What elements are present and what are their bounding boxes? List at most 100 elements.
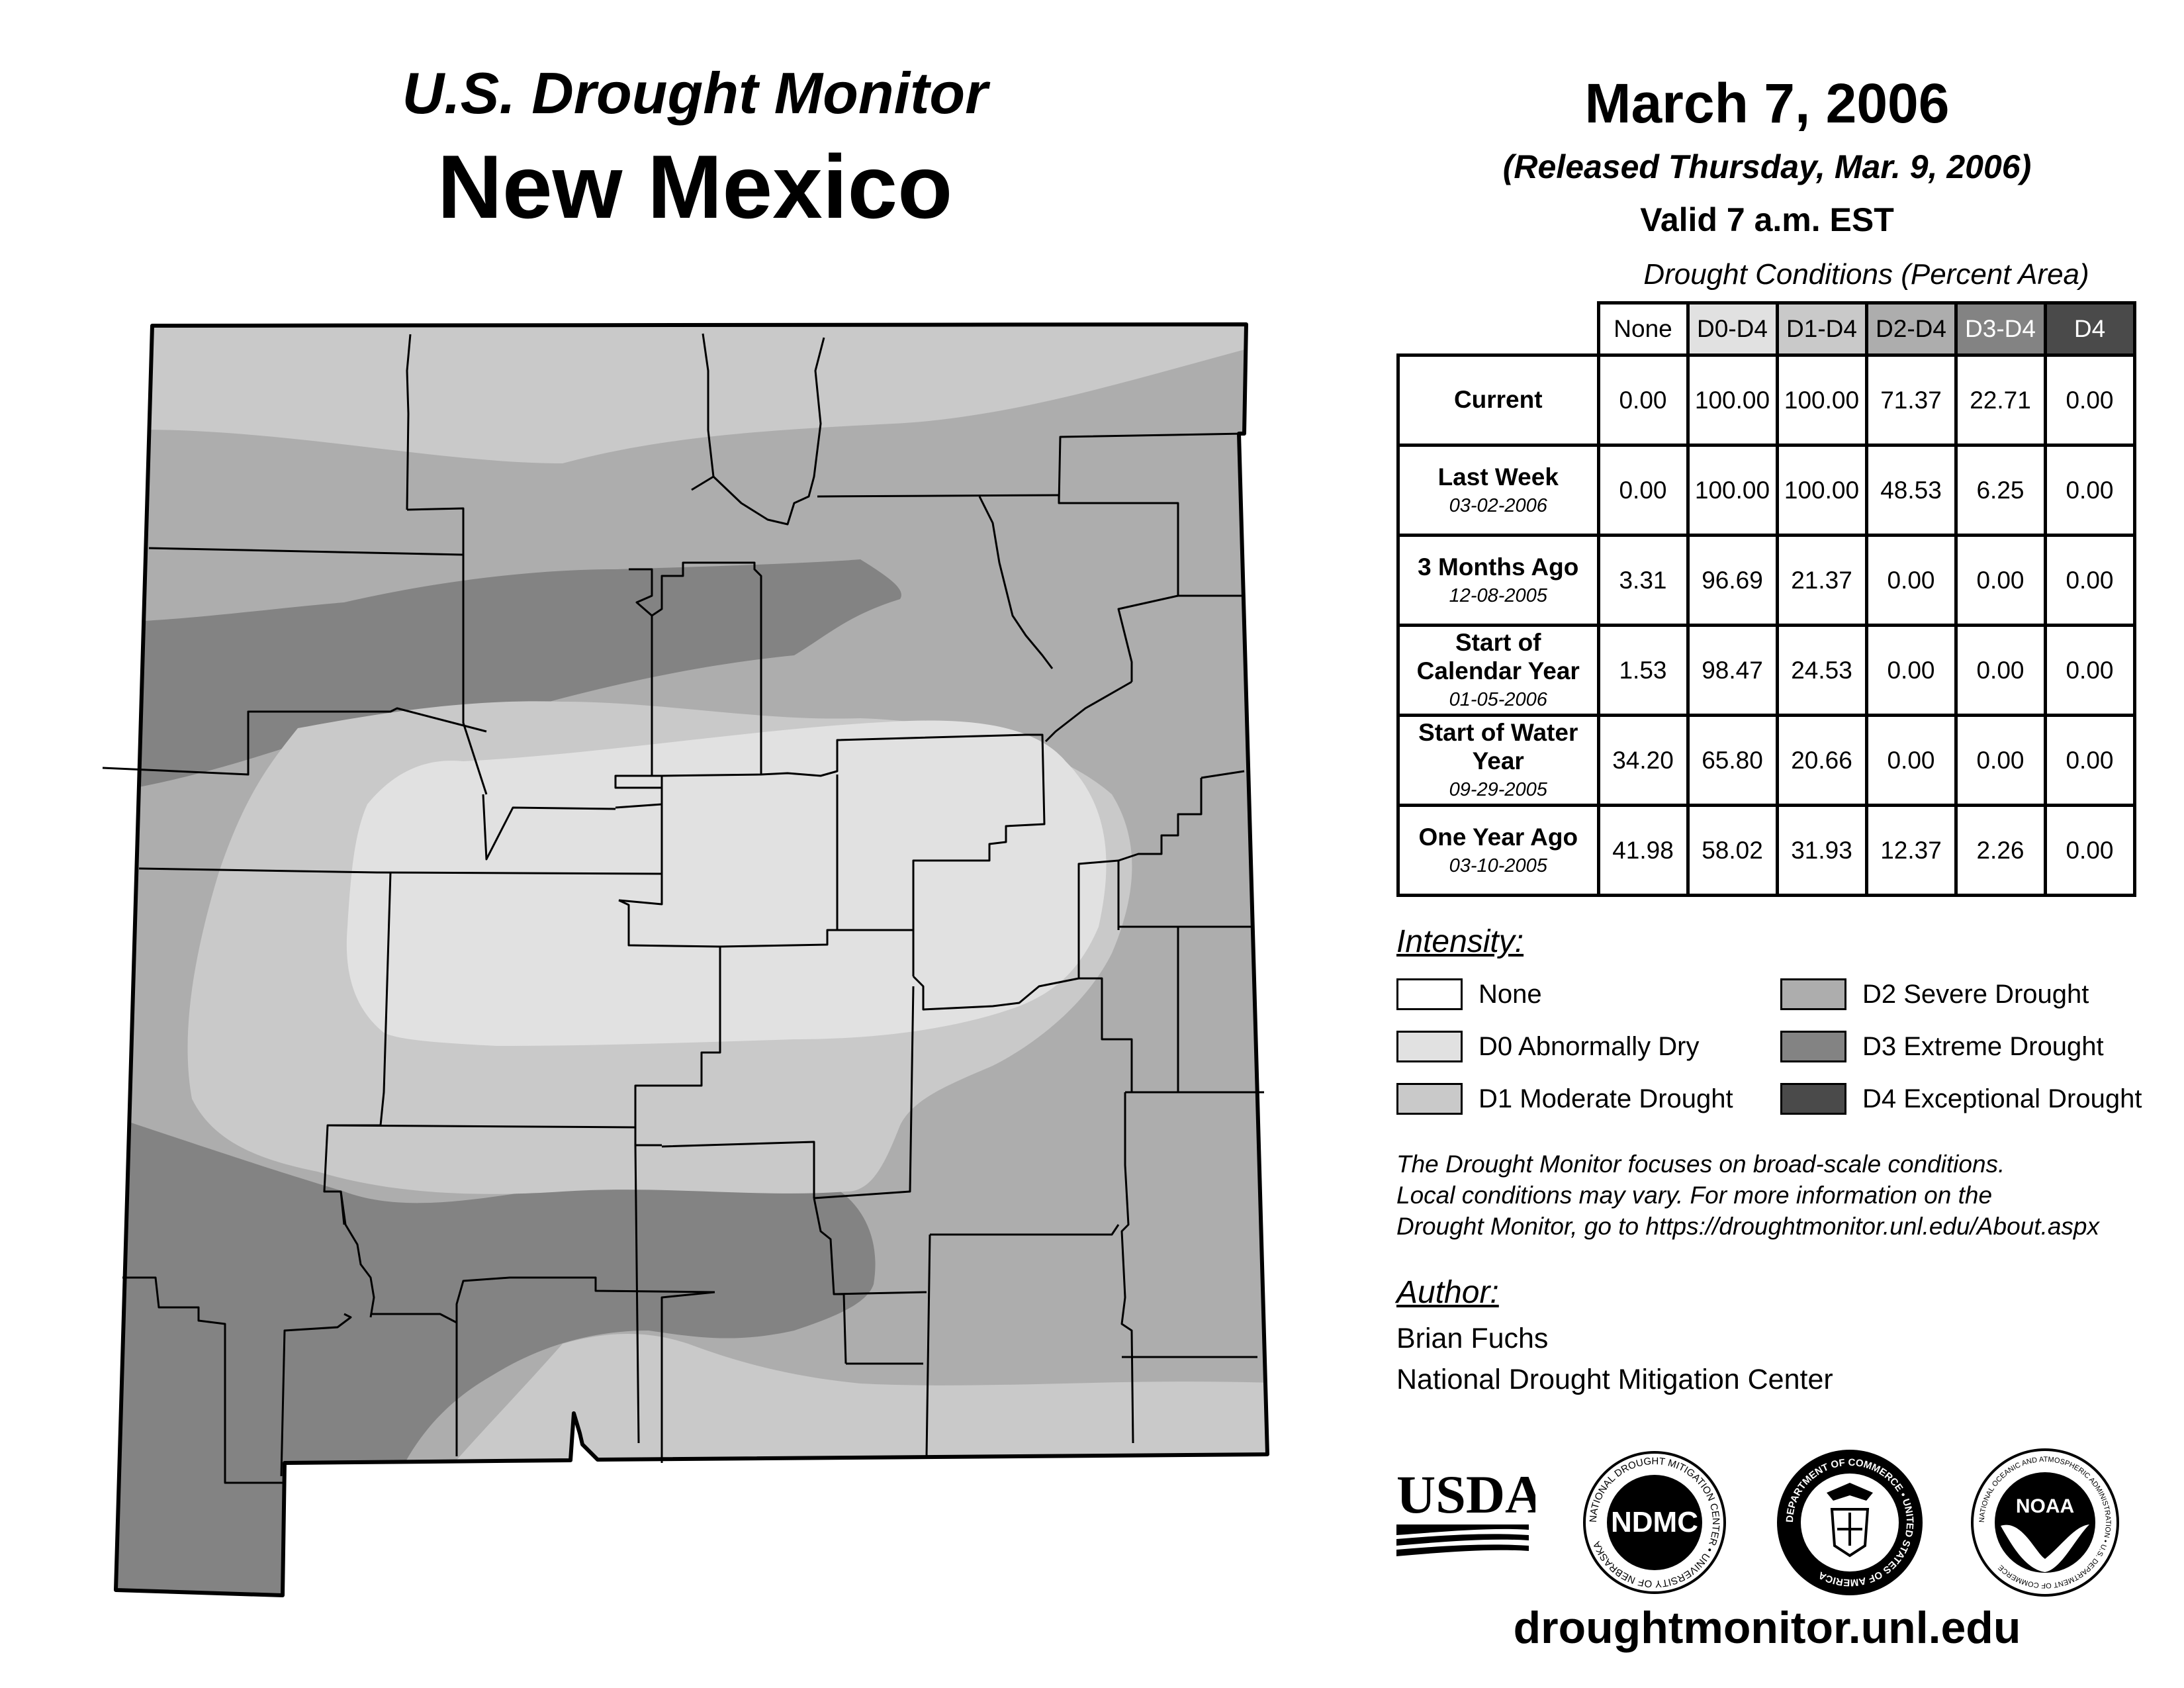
county-boundaries (102, 333, 1264, 1484)
usda-logo: USDA (1396, 1466, 1535, 1556)
column-header: D1-D4 (1775, 301, 1868, 357)
table-cell: 0.00 (1596, 444, 1690, 537)
row-label-text: One Year Ago (1418, 823, 1578, 851)
column-header: D2-D4 (1864, 301, 1958, 357)
table-cell: 58.02 (1686, 804, 1779, 897)
row-label: Current (1396, 353, 1600, 447)
column-header: None (1596, 301, 1690, 357)
row-label-text: Start of Water Year (1418, 719, 1578, 774)
column-header: D0-D4 (1686, 301, 1779, 357)
table-cell: 22.71 (1954, 353, 2047, 447)
usda-logo-text: USDA (1396, 1466, 1535, 1524)
row-date: 09-29-2005 (1449, 779, 1547, 801)
table-cell: 1.53 (1596, 624, 1690, 717)
website-link[interactable]: droughtmonitor.unl.edu (1513, 1603, 2021, 1653)
table-cell: 0.00 (1596, 353, 1690, 447)
table-cell: 0.00 (2043, 804, 2136, 897)
table-cell: 0.00 (2043, 534, 2136, 627)
legend-swatch (1396, 1031, 1463, 1062)
legend-item-d4: D4 Exceptional Drought (1780, 1083, 2142, 1115)
new-mexico-drought-map (102, 322, 1269, 1597)
row-label: One Year Ago 03-10-2005 (1396, 804, 1600, 897)
table-cell: 0.00 (1864, 624, 1958, 717)
legend-label: D0 Abnormally Dry (1479, 1031, 1700, 1061)
table-body: Current 0.00 100.00 100.00 71.37 22.71 0.00 Las… (1396, 353, 2136, 897)
release-date: (Released Thursday, Mar. 9, 2006) (1502, 148, 2032, 185)
row-label: 3 Months Ago 12-08-2005 (1396, 534, 1600, 627)
table-cell: 100.00 (1775, 444, 1868, 537)
state-outline (114, 322, 1269, 1597)
table-cell: 48.53 (1864, 444, 1958, 537)
table-cell: 20.66 (1775, 714, 1868, 807)
legend-label: D3 Extreme Drought (1862, 1031, 2104, 1061)
table-cell: 100.00 (1775, 353, 1868, 447)
row-label-text: Current (1453, 386, 1543, 414)
table-cell: 0.00 (2043, 353, 2136, 447)
legend-item-d3: D3 Extreme Drought (1780, 1031, 2104, 1062)
table-cell: 96.69 (1686, 534, 1779, 627)
row-label-text: 3 Months Ago (1418, 553, 1579, 581)
table-cell: 0.00 (1954, 534, 2047, 627)
legend-item-none: None (1396, 978, 1542, 1010)
table-cell: 34.20 (1596, 714, 1690, 807)
table-row: Start of Calendar Year 01-05-2006 1.53 98.4… (1396, 624, 2136, 717)
table-cell: 98.47 (1686, 624, 1779, 717)
author-name: Brian Fuchs (1396, 1323, 1549, 1354)
row-label-text: Last Week (1437, 463, 1559, 491)
row-date: 01-05-2006 (1449, 689, 1547, 711)
ndmc-logo-text: NDMC (1611, 1506, 1698, 1538)
table-cell: 0.00 (1864, 714, 1958, 807)
map-supertitle: U.S. Drought Monitor (402, 60, 988, 126)
table-cell: 100.00 (1686, 444, 1779, 537)
legend-label: None (1479, 979, 1542, 1009)
table-cell: 3.31 (1596, 534, 1690, 627)
drought-conditions-table: None D0-D4 D1-D4 D2-D4 D3-D4 D4 Current 0… (1396, 301, 2136, 897)
table-cell: 6.25 (1954, 444, 2047, 537)
d1-north-area (116, 324, 1267, 463)
table-cell: 41.98 (1596, 804, 1690, 897)
ndmc-logo: NATIONAL DROUGHT MITIGATION CENTER • UNI… (1583, 1451, 1726, 1594)
map-date: March 7, 2006 (1584, 72, 1950, 134)
row-label: Start of Water Year 09-29-2005 (1396, 714, 1600, 807)
state-title: New Mexico (437, 136, 953, 237)
row-label-text: Start of Calendar Year (1416, 629, 1580, 684)
table-row: 3 Months Ago 12-08-2005 3.31 96.69 21.37 0.00… (1396, 534, 2136, 627)
disclaimer-note: The Drought Monitor focuses on broad-sca… (1396, 1149, 2164, 1242)
table-row: Start of Water Year 09-29-2005 34.20 65.80 2… (1396, 714, 2136, 807)
table-cell: 21.37 (1775, 534, 1868, 627)
row-label: Start of Calendar Year 01-05-2006 (1396, 624, 1600, 717)
title-block: U.S. Drought Monitor New Mexico (331, 60, 1059, 238)
table-caption: Drought Conditions (Percent Area) (1643, 258, 2089, 291)
column-header: D3-D4 (1954, 301, 2047, 357)
column-header: D4 (2043, 301, 2136, 357)
table-cell: 31.93 (1775, 804, 1868, 897)
row-date: 12-08-2005 (1449, 585, 1547, 607)
table-row: Current 0.00 100.00 100.00 71.37 22.71 0.00 (1396, 353, 2136, 447)
legend-item-d1: D1 Moderate Drought (1396, 1083, 1733, 1115)
d0-central-area (346, 720, 1107, 1046)
table-cell: 0.00 (2043, 444, 2136, 537)
row-label: Last Week 03-02-2006 (1396, 444, 1600, 537)
table-cell: 12.37 (1864, 804, 1958, 897)
department-of-commerce-seal: DEPARTMENT OF COMMERCE • UNITED STATES O… (1777, 1450, 1923, 1595)
row-date: 03-10-2005 (1449, 855, 1547, 877)
table-cell: 0.00 (2043, 624, 2136, 717)
legend-swatch (1396, 1083, 1463, 1115)
noaa-logo: NATIONAL OCEANIC AND ATMOSPHERIC ADMINIS… (1971, 1448, 2119, 1597)
legend-swatch (1780, 1083, 1846, 1115)
table-row: One Year Ago 03-10-2005 41.98 58.02 31.93 12.… (1396, 804, 2136, 897)
valid-time: Valid 7 a.m. EST (1640, 201, 1894, 238)
legend-label: D1 Moderate Drought (1479, 1084, 1733, 1113)
date-block: March 7, 2006 (Released Thursday, Mar. 9… (1403, 71, 2131, 239)
table-cell: 24.53 (1775, 624, 1868, 717)
row-date: 03-02-2006 (1449, 495, 1547, 517)
legend-item-d2: D2 Severe Drought (1780, 978, 2089, 1010)
legend-label: D4 Exceptional Drought (1862, 1084, 2142, 1113)
note-line: Drought Monitor, go to https://droughtmo… (1396, 1213, 2099, 1240)
table-corner (1398, 303, 1600, 357)
table-cell: 2.26 (1954, 804, 2047, 897)
legend-swatch (1780, 978, 1846, 1010)
author-title: Author: (1396, 1275, 1499, 1310)
table-cell: 71.37 (1864, 353, 1958, 447)
drought-areas (116, 324, 1267, 1595)
